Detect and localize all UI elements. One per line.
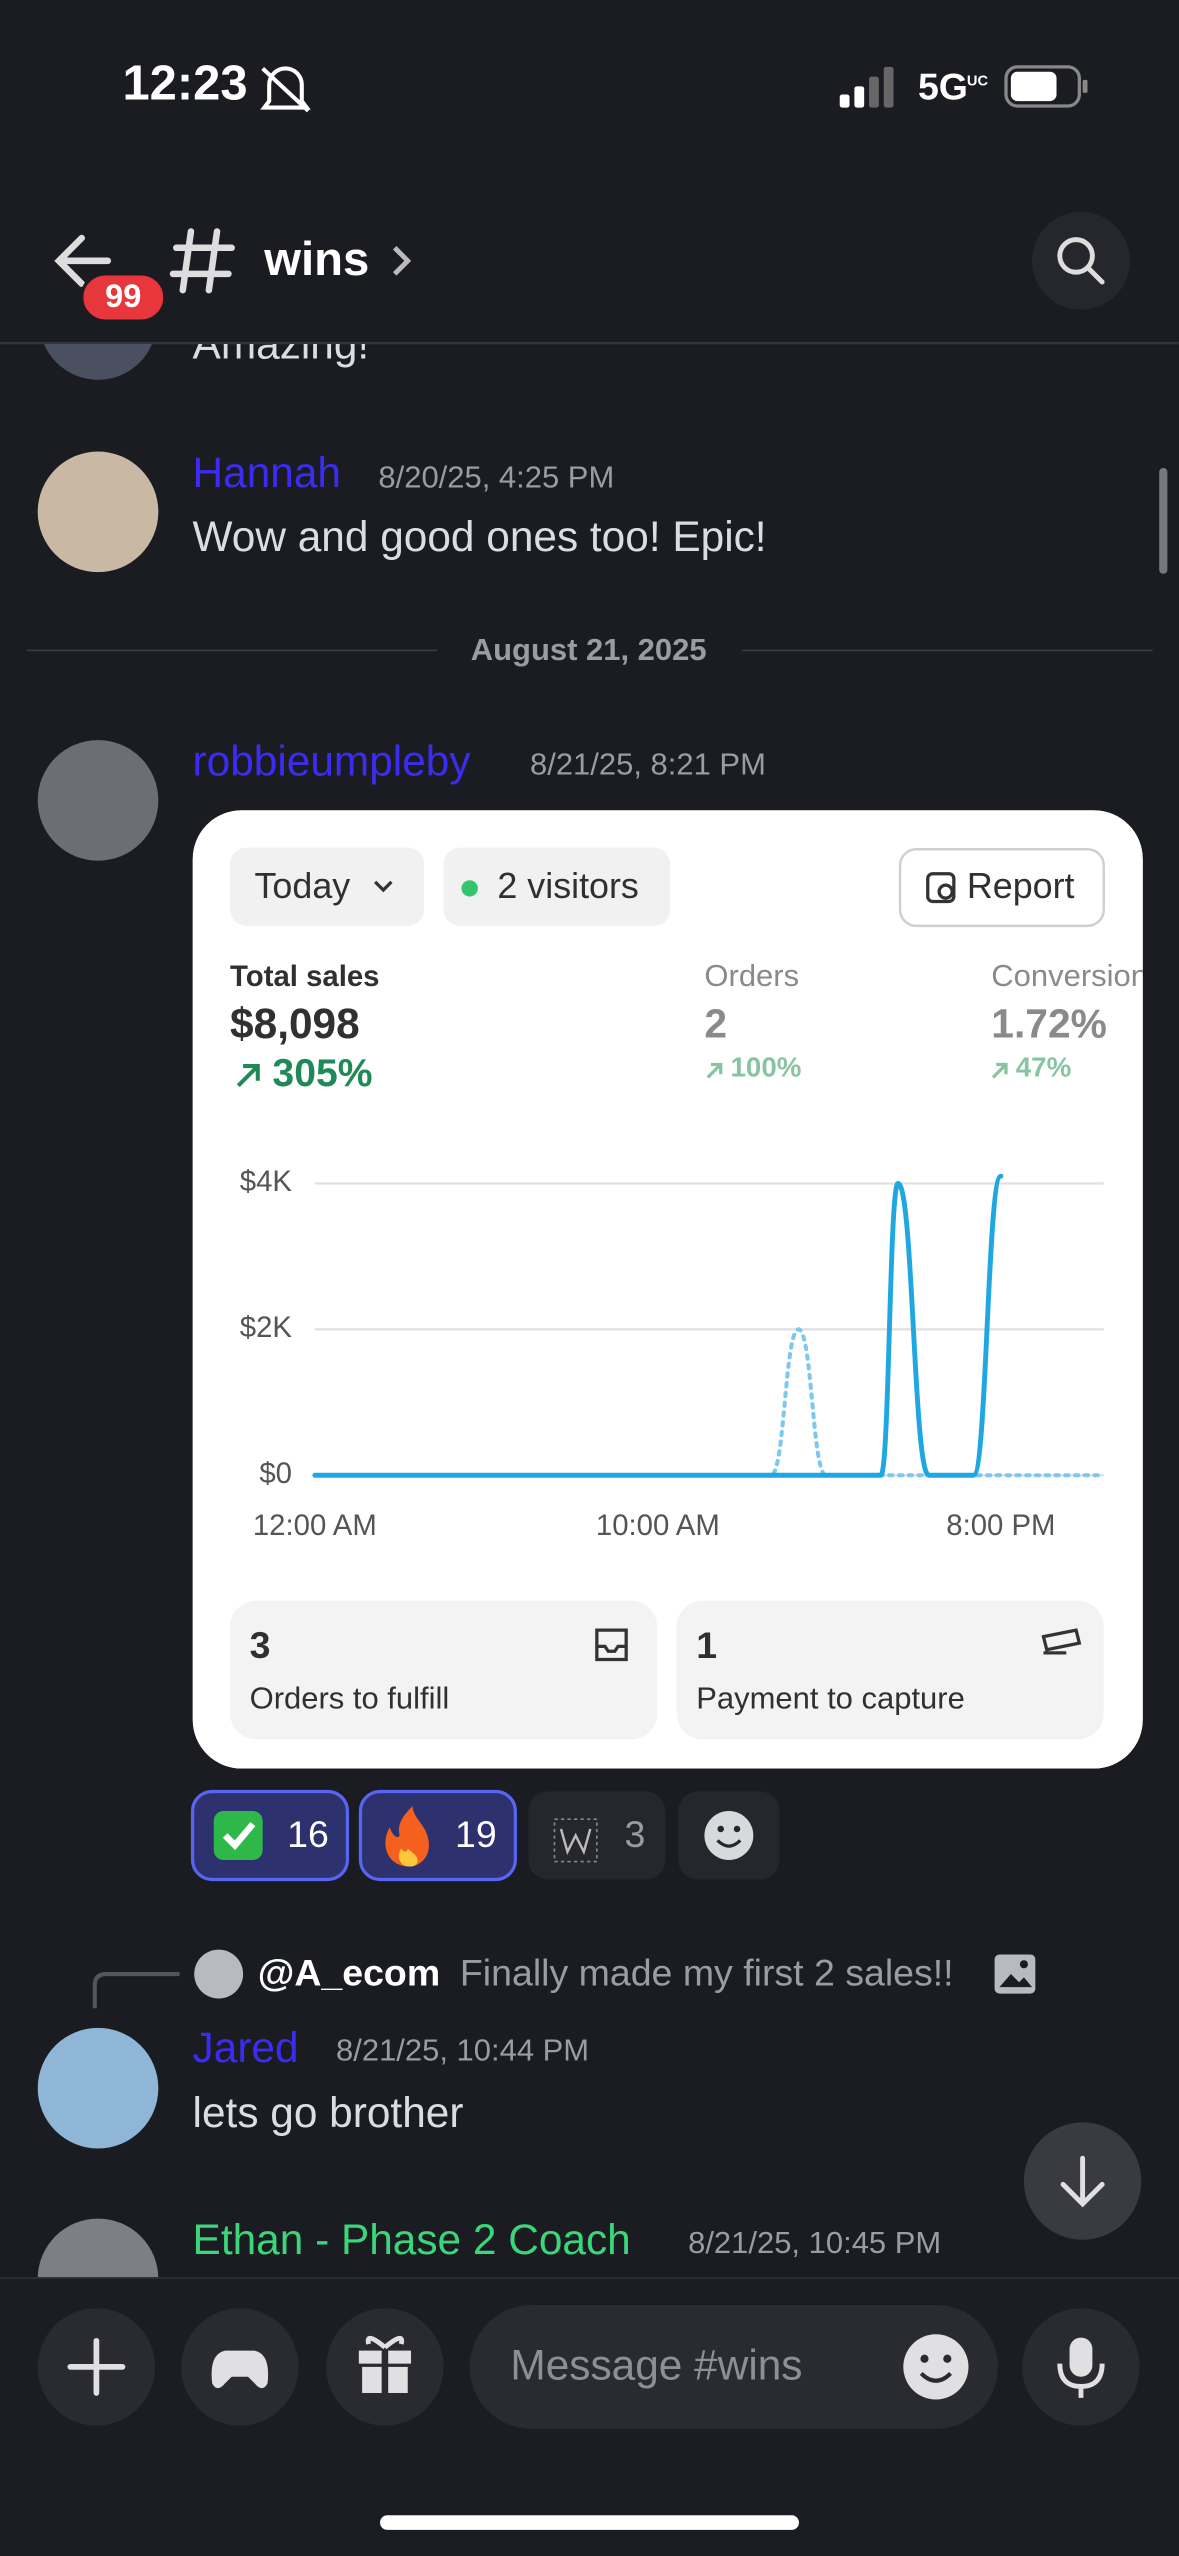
- reply-author[interactable]: @A_ecom: [258, 1952, 440, 1994]
- metric-value: 1.72%: [991, 1001, 1107, 1047]
- author[interactable]: Ethan - Phase 2 Coach: [193, 2216, 631, 2263]
- x-tick-label: 10:00 AM: [596, 1509, 720, 1542]
- up-arrow: [236, 1064, 260, 1088]
- reply-text[interactable]: Finally made my first 2 sales!!: [460, 1952, 954, 1994]
- avatar: [37, 2027, 159, 2149]
- reaction-count: 16: [287, 1813, 329, 1855]
- attach-button[interactable]: [37, 2308, 156, 2426]
- image-embed[interactable]: Today 2 visitors Report Total sales $8,0…: [192, 810, 1148, 1769]
- live-dot: [461, 880, 478, 897]
- reply-line: [92, 1972, 180, 2009]
- author[interactable]: Hannah: [193, 449, 341, 496]
- message-text: Wow and good ones too! Epic!: [193, 513, 767, 560]
- y-tick-label: $4K: [240, 1165, 293, 1198]
- activities-button[interactable]: [181, 2308, 299, 2426]
- range: Today: [255, 866, 351, 906]
- card-count: 3: [250, 1624, 271, 1666]
- avatar: [37, 2218, 159, 2278]
- visitors-pill: [443, 847, 671, 926]
- author[interactable]: Jared: [193, 2024, 299, 2071]
- y-tick-label: $0: [259, 1457, 292, 1490]
- x-tick-label: 12:00 AM: [253, 1509, 377, 1542]
- status-time: 12:23: [122, 56, 247, 110]
- channel-name[interactable]: wins: [263, 233, 369, 286]
- input-placeholder: Message #wins: [510, 2342, 802, 2389]
- inbox-icon: [595, 1628, 628, 1662]
- timestamp: 8/21/25, 10:45 PM: [688, 2225, 941, 2260]
- up-arrow: [706, 1062, 723, 1079]
- embed-bg: [192, 810, 1143, 1769]
- timestamp: 8/20/25, 4:25 PM: [378, 459, 614, 494]
- metric-change: 47%: [1016, 1052, 1071, 1083]
- signal-icon: [839, 66, 894, 108]
- message-list: Amazing! Hannah 8/20/25, 4:25 PM Wow and…: [26, 320, 1153, 2278]
- metric-value: $8,098: [230, 1000, 360, 1047]
- reply-avatar: [194, 1949, 244, 1999]
- metric-value: 2: [704, 1001, 727, 1047]
- gift-button[interactable]: [326, 2308, 444, 2426]
- avatar: [37, 740, 159, 861]
- reaction[interactable]: 3: [528, 1791, 666, 1880]
- card-count: 1: [696, 1624, 717, 1666]
- metric-label: Orders: [704, 958, 799, 993]
- add-reaction[interactable]: [678, 1791, 780, 1880]
- metric-change: 305%: [272, 1052, 372, 1095]
- mute-icon: [260, 66, 311, 113]
- up-arrow: [991, 1062, 1008, 1079]
- summary-card: [676, 1600, 1104, 1740]
- chevron: [392, 246, 412, 276]
- reaction-count: 3: [625, 1813, 646, 1855]
- range-pill: [230, 847, 425, 926]
- message-input[interactable]: [469, 2304, 998, 2429]
- metric-label: Total sales: [230, 960, 379, 993]
- author[interactable]: robbieumpleby: [193, 738, 472, 785]
- report: Report: [967, 866, 1075, 906]
- metric-label: Conversion: [991, 958, 1148, 993]
- search-button[interactable]: [1032, 211, 1130, 310]
- series-line: [312, 1173, 1004, 1478]
- battery-icon: [1004, 65, 1088, 108]
- avatar: [37, 451, 159, 573]
- unread-badge: 99: [105, 277, 141, 314]
- image-icon: [994, 1954, 1036, 1994]
- back-button[interactable]: 99: [54, 234, 167, 323]
- metric-change: 100%: [731, 1052, 802, 1083]
- payment-icon: [1041, 1628, 1082, 1655]
- summary-card: [230, 1600, 658, 1740]
- sales-chart: $0 $2K $4K 12:00 AM 10:00 AM 8:00 PM: [240, 1165, 1106, 1542]
- avatar: [43, 343, 153, 380]
- timestamp: 8/21/25, 8:21 PM: [530, 746, 766, 781]
- voice-button[interactable]: [1022, 2308, 1140, 2426]
- message-text: lets go brother: [193, 2089, 464, 2136]
- reaction[interactable]: 19: [358, 1789, 517, 1882]
- timestamp: 8/21/25, 10:44 PM: [336, 2032, 589, 2067]
- emoji-button[interactable]: [903, 2334, 969, 2400]
- card-label: Payment to capture: [696, 1680, 965, 1715]
- card-label: Orders to fulfill: [250, 1680, 450, 1715]
- channel-hash: [169, 228, 235, 294]
- network: 5G: [918, 66, 968, 108]
- message-text: Amazing!: [193, 320, 370, 367]
- x-tick-label: 8:00 PM: [946, 1509, 1055, 1542]
- visitors: 2 visitors: [497, 866, 638, 906]
- jump-to-bottom[interactable]: [1023, 2122, 1142, 2240]
- network-suffix: UC: [967, 73, 989, 89]
- report-pill: [898, 848, 1106, 928]
- scrollbar: [1159, 467, 1168, 574]
- y-tick-label: $2K: [240, 1311, 293, 1344]
- date-divider: August 21, 2025: [471, 632, 707, 667]
- home-indicator: [380, 2515, 799, 2530]
- reaction[interactable]: 16: [190, 1789, 350, 1882]
- reaction-count: 19: [455, 1813, 497, 1855]
